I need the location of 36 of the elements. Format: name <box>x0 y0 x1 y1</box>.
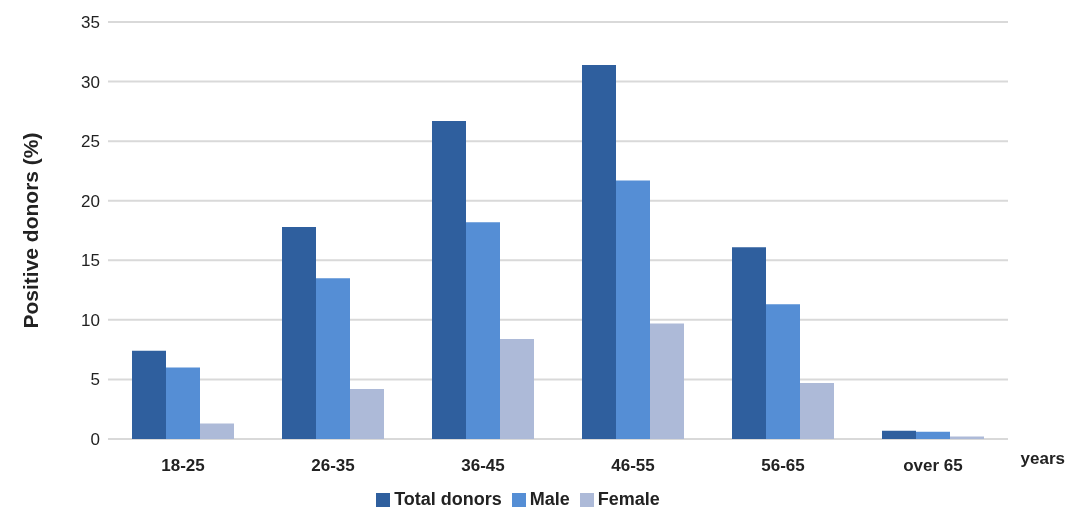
x-tick-label: 56-65 <box>761 456 805 476</box>
bar <box>316 278 350 439</box>
bar <box>882 430 916 439</box>
bar <box>432 120 466 439</box>
bar <box>650 323 684 439</box>
bar <box>800 383 834 439</box>
legend-label: Female <box>597 489 660 509</box>
x-tick-label: 36-45 <box>461 456 505 476</box>
y-tick-label: 30 <box>81 72 100 92</box>
bar <box>916 431 950 439</box>
x-axis-title: years <box>1020 449 1065 469</box>
y-tick-label: 5 <box>90 370 100 390</box>
bar <box>350 388 384 439</box>
y-tick-label: 15 <box>81 251 100 271</box>
bar <box>466 222 500 439</box>
bar <box>132 350 166 439</box>
bar <box>582 64 616 439</box>
y-axis-title: Positive donors (%) <box>19 132 43 329</box>
bar <box>616 180 650 439</box>
y-tick-label: 10 <box>81 310 100 330</box>
y-tick-label: 35 <box>81 13 100 33</box>
bar <box>766 304 800 439</box>
legend-label: Male <box>529 489 570 509</box>
x-tick-label: 18-25 <box>161 456 205 476</box>
bar <box>732 247 766 439</box>
bar <box>500 338 534 439</box>
y-tick-label: 20 <box>81 191 100 211</box>
y-tick-label: 0 <box>90 430 100 450</box>
y-tick-label: 25 <box>81 132 100 152</box>
x-tick-label: over 65 <box>903 456 963 476</box>
legend-label: Total donors <box>394 489 502 509</box>
bar <box>282 226 316 439</box>
x-tick-label: 46-55 <box>611 456 655 476</box>
bar <box>166 367 200 439</box>
x-tick-label: 26-35 <box>311 456 355 476</box>
bar <box>200 423 234 439</box>
